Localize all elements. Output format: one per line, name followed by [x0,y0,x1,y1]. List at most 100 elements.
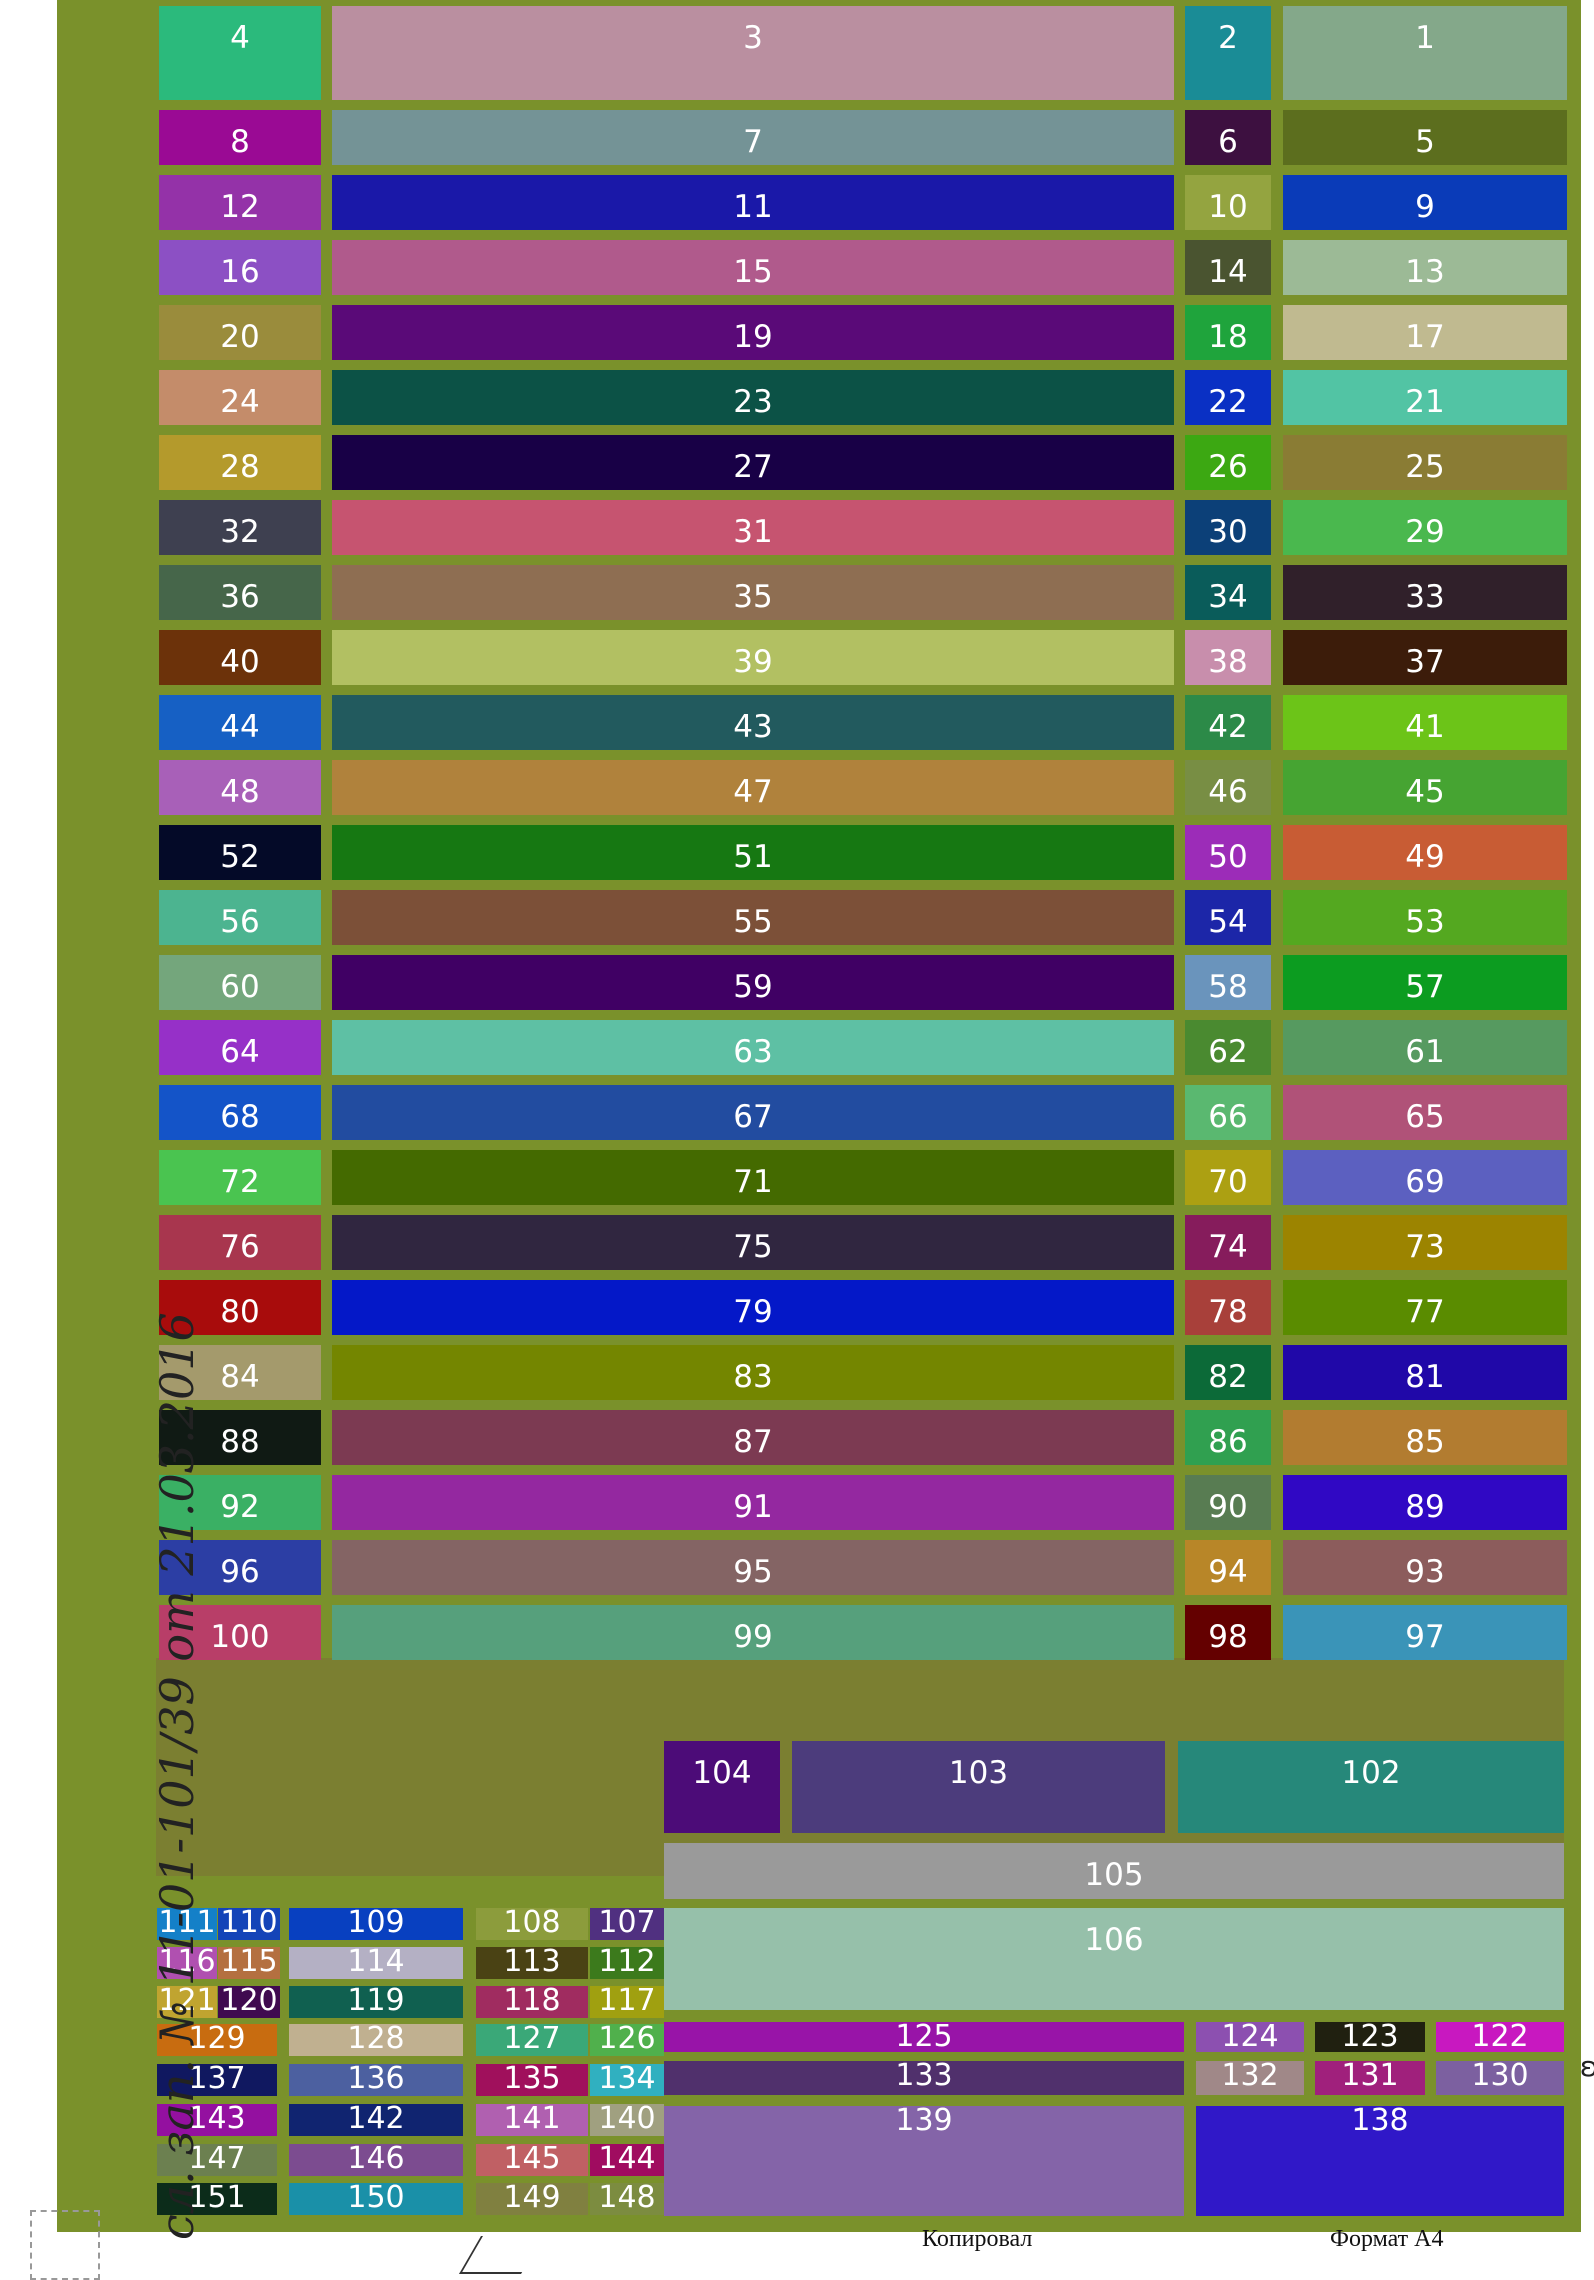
color-cell-64: 64 [159,1020,321,1075]
color-cell-51: 51 [332,825,1174,880]
color-cell-131: 131 [1315,2061,1425,2095]
color-cell-142: 142 [289,2104,463,2136]
color-cell-110: 110 [218,1908,280,1940]
color-cell-41: 41 [1283,695,1567,750]
color-cell-5: 5 [1283,110,1567,165]
color-cell-12: 12 [159,175,321,230]
color-cell-53: 53 [1283,890,1567,945]
color-cell-118: 118 [476,1986,588,2018]
color-cell-24: 24 [159,370,321,425]
color-cell-148: 148 [590,2183,664,2215]
corner-mark [30,2210,100,2280]
color-cell-80: 80 [159,1280,321,1335]
color-cell-19: 19 [332,305,1174,360]
color-cell-117: 117 [590,1986,664,2018]
color-cell-94: 94 [1185,1540,1271,1595]
color-cell-29: 29 [1283,500,1567,555]
color-cell-83: 83 [332,1345,1174,1400]
color-cell-21: 21 [1283,370,1567,425]
color-cell-76: 76 [159,1215,321,1270]
color-cell-114: 114 [289,1947,463,1979]
color-cell-85: 85 [1283,1410,1567,1465]
color-cell-66: 66 [1185,1085,1271,1140]
color-cell-134: 134 [590,2064,664,2096]
color-cell-84: 84 [159,1345,321,1400]
color-cell-77: 77 [1283,1280,1567,1335]
color-cell-112: 112 [590,1947,664,1979]
color-cell-135: 135 [476,2064,588,2096]
color-cell-90: 90 [1185,1475,1271,1530]
color-cell-123: 123 [1315,2022,1425,2052]
color-cell-100: 100 [159,1605,321,1660]
color-cell-54: 54 [1185,890,1271,945]
color-cell-150: 150 [289,2183,463,2215]
color-cell-105: 105 [664,1843,1564,1899]
color-cell-56: 56 [159,890,321,945]
color-cell-97: 97 [1283,1605,1567,1660]
color-cell-73: 73 [1283,1215,1567,1270]
color-cell-129: 129 [157,2024,277,2056]
color-cell-92: 92 [159,1475,321,1530]
color-cell-33: 33 [1283,565,1567,620]
color-cell-113: 113 [476,1947,588,1979]
color-cell-107: 107 [590,1908,664,1940]
color-cell-45: 45 [1283,760,1567,815]
color-cell-93: 93 [1283,1540,1567,1595]
color-cell-34: 34 [1185,565,1271,620]
color-cell-10: 10 [1185,175,1271,230]
color-cell-14: 14 [1185,240,1271,295]
color-cell-65: 65 [1283,1085,1567,1140]
color-cell-144: 144 [590,2144,664,2176]
color-cell-119: 119 [289,1986,463,2018]
color-cell-60: 60 [159,955,321,1010]
color-cell-143: 143 [157,2104,277,2136]
color-cell-111: 111 [157,1908,217,1940]
color-cell-3: 3 [332,6,1174,100]
color-cell-68: 68 [159,1085,321,1140]
color-cell-70: 70 [1185,1150,1271,1205]
color-cell-42: 42 [1185,695,1271,750]
color-cell-130: 130 [1436,2061,1564,2095]
color-cell-120: 120 [218,1986,280,2018]
color-cell-86: 86 [1185,1410,1271,1465]
edge-mark: ʚ [1580,2050,1594,2083]
color-cell-52: 52 [159,825,321,880]
color-cell-38: 38 [1185,630,1271,685]
color-cell-78: 78 [1185,1280,1271,1335]
color-cell-18: 18 [1185,305,1271,360]
color-cell-145: 145 [476,2144,588,2176]
color-cell-50: 50 [1185,825,1271,880]
color-cell-32: 32 [159,500,321,555]
color-cell-28: 28 [159,435,321,490]
color-cell-147: 147 [157,2144,277,2176]
color-cell-67: 67 [332,1085,1174,1140]
color-cell-72: 72 [159,1150,321,1205]
color-cell-69: 69 [1283,1150,1567,1205]
color-cell-116: 116 [157,1947,217,1979]
handwritten-note: сл. зап. № 11-01-101/39 от 21.03.2016 [150,1312,204,2240]
color-cell-102: 102 [1178,1741,1564,1833]
format-label: Формат А4 [1330,2226,1444,2252]
color-cell-6: 6 [1185,110,1271,165]
color-cell-16: 16 [159,240,321,295]
color-cell-122: 122 [1436,2022,1564,2052]
color-cell-108: 108 [476,1908,588,1940]
color-cell-20: 20 [159,305,321,360]
color-cell-8: 8 [159,110,321,165]
color-cell-151: 151 [157,2183,277,2215]
color-cell-124: 124 [1196,2022,1304,2052]
color-cell-137: 137 [157,2064,277,2096]
color-cell-22: 22 [1185,370,1271,425]
color-cell-82: 82 [1185,1345,1271,1400]
color-cell-9: 9 [1283,175,1567,230]
color-cell-136: 136 [289,2064,463,2096]
color-cell-1: 1 [1283,6,1567,100]
color-cell-91: 91 [332,1475,1174,1530]
color-cell-17: 17 [1283,305,1567,360]
color-cell-11: 11 [332,175,1174,230]
color-cell-99: 99 [332,1605,1174,1660]
color-cell-96: 96 [159,1540,321,1595]
copied-label: Копировал [922,2226,1033,2252]
color-cell-59: 59 [332,955,1174,1010]
